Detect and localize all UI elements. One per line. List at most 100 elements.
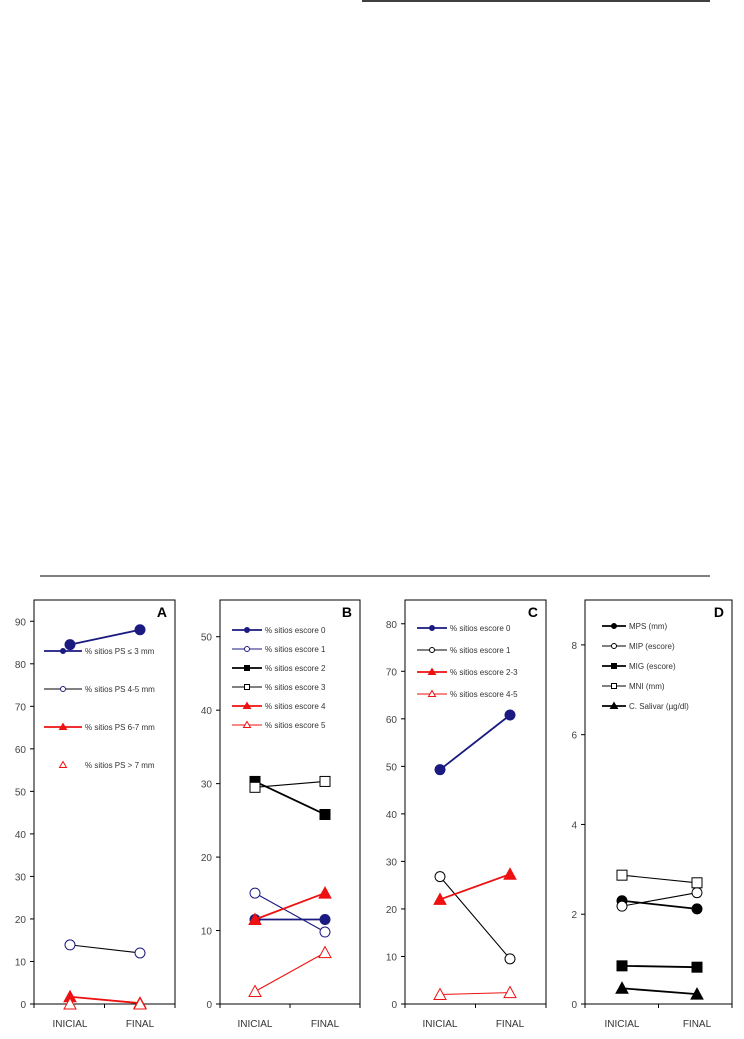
data-point — [64, 639, 76, 651]
legend-marker — [244, 665, 250, 671]
series-0: MPS (mm) — [602, 622, 703, 915]
series-4: C. Salivar (µg/dl) — [602, 701, 704, 1000]
y-tick-label: 70 — [386, 667, 398, 678]
chart-panel-c: 0 10 20 30 40 50 60 70 80 INICIAL FINAL C % sitios e… — [386, 599, 547, 1030]
data-point — [64, 939, 76, 951]
y-tick-label: 0 — [571, 1000, 577, 1011]
legend-marker — [427, 689, 437, 697]
y-tick-label: 80 — [15, 660, 27, 671]
legend-marker — [244, 646, 250, 652]
y-tick-label: 10 — [201, 927, 213, 938]
legend-label: % sitios PS 4-5 mm — [85, 685, 155, 694]
chart-panel-d: 0 2 4 6 8 INICIAL FINAL D MPS (mm) MIP (escore) MI… — [571, 599, 733, 1030]
series-2: MIG (escore) — [602, 662, 703, 973]
data-point — [319, 914, 331, 926]
series-line — [69, 628, 141, 646]
series-1: MIP (escore) — [602, 642, 703, 912]
legend-label: % sitios escore 0 — [265, 626, 326, 635]
series-0: % sitios escore 0 — [417, 624, 516, 776]
y-tick-label: 8 — [571, 641, 577, 652]
data-point — [319, 808, 331, 820]
series-3: % sitios escore 3 — [232, 683, 331, 793]
legend-marker — [244, 627, 250, 633]
legend-label: % sitios escore 4-5 — [450, 690, 518, 699]
plot-frame — [33, 599, 176, 1005]
series-line — [621, 892, 698, 907]
legend-marker — [242, 720, 252, 728]
data-point — [434, 764, 446, 776]
y-tick-label: 60 — [386, 715, 398, 726]
x-category-label: INICIAL — [604, 1019, 639, 1030]
y-tick-label: 30 — [201, 780, 213, 791]
legend-marker — [611, 643, 617, 649]
series-line — [254, 892, 326, 921]
series-line — [254, 892, 326, 933]
y-tick-label: 10 — [386, 952, 398, 963]
legend-label: % sitios escore 4 — [265, 702, 326, 711]
legend-label: MPS (mm) — [629, 622, 668, 631]
legend-marker — [611, 663, 617, 669]
x-category-label: INICIAL — [237, 1019, 272, 1030]
data-point — [434, 871, 446, 883]
data-point — [133, 996, 147, 1010]
series-line — [69, 995, 141, 1005]
legend-label: MIP (escore) — [629, 642, 675, 651]
series-line — [621, 874, 698, 884]
series-3: MNI (mm) — [602, 682, 703, 889]
legend-marker — [60, 686, 66, 692]
data-point — [319, 775, 331, 787]
series-5: % sitios escore 5 — [232, 720, 332, 998]
legend-marker — [58, 760, 68, 768]
y-tick-label: 20 — [386, 905, 398, 916]
series-line — [69, 944, 141, 954]
data-point — [433, 987, 447, 1000]
x-category-label: FINAL — [126, 1019, 155, 1030]
legend-label: % sitios escore 0 — [450, 624, 511, 633]
chart-panel-a: 0 10 20 30 40 50 60 70 80 90 INICIAL FINAL A % sitios… — [15, 599, 176, 1030]
panel-letter: D — [714, 604, 724, 620]
x-category-label: INICIAL — [422, 1019, 457, 1030]
series-line — [439, 992, 511, 996]
legend-marker — [242, 701, 252, 709]
data-point — [504, 709, 516, 721]
y-tick-label: 40 — [201, 706, 213, 717]
y-tick-label: 0 — [391, 1000, 397, 1011]
data-point — [690, 987, 704, 1000]
legend-label: % sitios PS > 7 mm — [85, 761, 155, 770]
data-point — [503, 867, 517, 880]
y-tick-label: 6 — [571, 731, 577, 742]
legend-label: % sitios escore 3 — [265, 683, 326, 692]
series-line — [621, 964, 698, 969]
legend-label: % sitios escore 1 — [265, 645, 326, 654]
panel-letter: B — [342, 604, 352, 620]
series-1: % sitios escore 1 — [417, 646, 516, 965]
data-point — [318, 945, 332, 959]
legend-marker — [429, 647, 435, 653]
data-point — [134, 624, 146, 636]
y-tick-label: 4 — [571, 820, 577, 831]
data-point — [318, 886, 332, 899]
legend-marker — [60, 648, 66, 654]
data-point — [616, 869, 628, 881]
series-2: % sitios escore 2-3 — [417, 667, 518, 905]
legend-label: % sitios escore 2 — [265, 664, 326, 673]
data-point — [433, 892, 447, 905]
x-category-label: INICIAL — [52, 1019, 87, 1030]
y-tick-label: 20 — [201, 853, 213, 864]
y-tick-label: 30 — [386, 857, 398, 868]
y-tick-label: 50 — [386, 762, 398, 773]
series-3: % sitios PS > 7 mm — [58, 760, 155, 1010]
series-3: % sitios escore 4-5 — [417, 689, 518, 1000]
series-line — [254, 952, 326, 992]
data-point — [248, 984, 262, 998]
data-point — [503, 985, 517, 999]
y-tick-label: 60 — [15, 745, 27, 756]
data-point — [691, 877, 703, 889]
data-point — [63, 996, 77, 1010]
y-tick-label: 20 — [15, 915, 27, 926]
series-0: % sitios PS ≤ 3 mm — [44, 624, 155, 656]
data-point — [504, 953, 516, 965]
series-line — [439, 714, 511, 771]
